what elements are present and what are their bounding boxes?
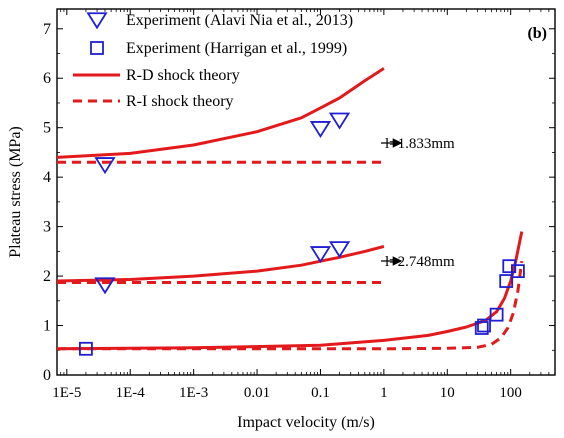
alavi-nia-data-point: [309, 246, 332, 264]
x-tick-label: 1E-5: [52, 385, 81, 401]
harrigan-data-point: [511, 264, 525, 279]
length-annotation: l=1.833mm: [385, 136, 455, 152]
rd-shock-theory-line: [56, 67, 385, 159]
x-axis-label: Impact velocity (m/s): [237, 414, 375, 431]
rd-shock-theory-line: [56, 231, 524, 351]
rd-shock-theory-line: [56, 244, 385, 283]
harrigan-data-point: [489, 307, 504, 322]
alavi-nia-data-point: [328, 241, 351, 259]
legend-label: Experiment (Harrigan et al., 1999): [126, 40, 347, 57]
alavi-nia-data-point: [94, 157, 116, 175]
y-tick-label: 4: [43, 169, 51, 186]
ri-shock-theory-line: [57, 261, 524, 351]
harrigan-data-point: [502, 259, 517, 274]
x-tick-label: 1: [380, 385, 388, 401]
harrigan-data-point: [477, 318, 491, 333]
x-tick-label: 1E-3: [179, 385, 208, 401]
y-tick-label: 3: [43, 219, 51, 236]
legend: Experiment (Alavi Nia et al., 2013) Exper…: [73, 12, 353, 110]
length-annotation: l=2.748mm: [385, 254, 455, 270]
x-tick-label: 1E-4: [116, 385, 146, 401]
axes: 1E-5 1E-4 1E-3 0.01 0.1 1 10 100 0 1 2 3 4 5 6 7: [43, 8, 556, 401]
harrigan-data-point: [474, 321, 489, 335]
y-tick-label: 7: [43, 21, 51, 38]
legend-square-marker: [90, 41, 104, 55]
y-tick-label: 2: [43, 268, 51, 285]
y-tick-label: 0: [43, 367, 51, 384]
y-axis-label: Plateau stress (MPa): [7, 126, 24, 258]
alavi-nia-data-point: [309, 121, 332, 139]
legend-label: R-D shock theory: [126, 67, 240, 84]
x-tick-label: 0.01: [244, 385, 270, 401]
x-tick-label: 10: [440, 385, 455, 401]
y-tick-label: 5: [43, 120, 51, 137]
harrigan-data-point: [79, 341, 93, 356]
y-tick-label: 1: [43, 318, 51, 335]
legend-label: Experiment (Alavi Nia et al., 2013): [126, 12, 353, 29]
alavi-nia-data-point: [328, 112, 351, 130]
plot-series: [56, 67, 525, 356]
legend-label: R-I shock theory: [126, 93, 234, 110]
x-tick-label: 0.1: [311, 385, 330, 401]
panel-label: (b): [527, 25, 547, 42]
chart-labels: Impact velocity (m/s) Plateau stress (MPa…: [7, 25, 547, 431]
y-tick-label: 6: [43, 70, 51, 87]
alavi-nia-data-point: [94, 277, 116, 295]
harrigan-data-point: [499, 274, 514, 288]
legend-triangle-marker: [86, 12, 108, 30]
x-tick-label: 100: [499, 385, 522, 401]
